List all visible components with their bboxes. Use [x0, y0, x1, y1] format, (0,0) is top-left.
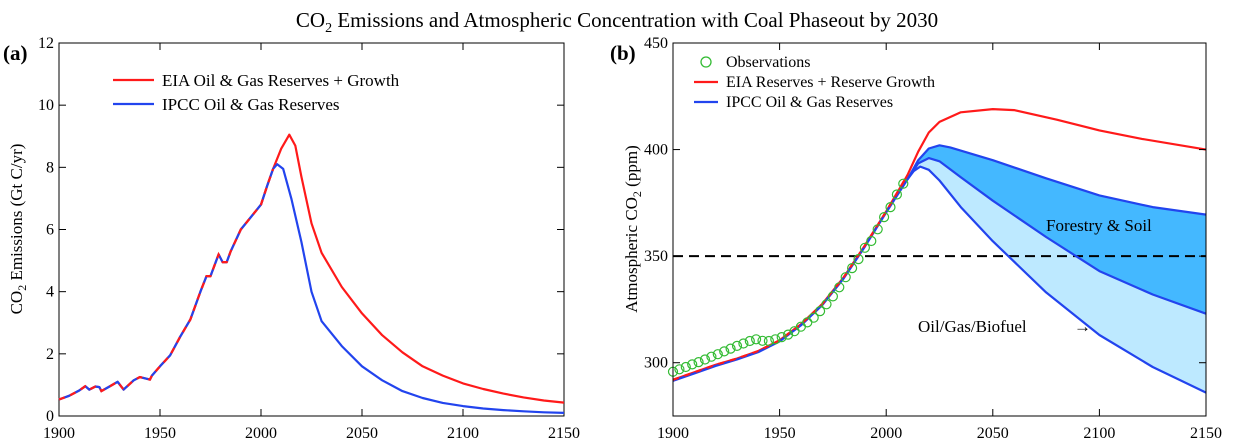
panel-a-y-axis-label: CO2 Emissions (Gt C/yr): [7, 144, 29, 315]
panel-b-observation-point: [757, 335, 768, 346]
panel-a-legend: EIA Oil & Gas Reserves + Growth IPCC Oil…: [113, 71, 400, 114]
panel-b-observation-point: [885, 202, 896, 213]
panel-b-observation-point: [891, 189, 903, 200]
panel-b: 1900 1950 2000 2050 2100 2150 300 350 400 450 (b)…: [610, 35, 1222, 442]
panel-b-observation-point: [750, 334, 762, 345]
panel-b-observation-point: [706, 351, 717, 362]
panel-a-x-tick-label: 2050: [346, 425, 378, 442]
panel-b-observation-point: [693, 357, 704, 368]
panel-b-legend-swatch-observations: [700, 56, 712, 68]
panel-b-observation-point: [814, 306, 826, 317]
title-subscript: 2: [325, 21, 332, 36]
panel-b-observation-point: [872, 224, 883, 235]
panel-b-x-tick-label: 2000: [870, 425, 902, 442]
panel-b-observation-point: [763, 335, 775, 347]
panel-b-y-tick-label: 400: [644, 142, 668, 159]
panel-b-series-forestry-bound: [906, 157, 1207, 315]
panel-b-ylabel-pre: Atmospheric CO: [622, 197, 641, 313]
panel-a-legend-label-eia: EIA Oil & Gas Reserves + Growth: [162, 71, 400, 90]
panel-b-series: [672, 108, 1207, 394]
panel-b-ylabel-post: (ppm): [622, 145, 641, 191]
panel-b-shaded-area-2: [907, 158, 1206, 393]
panel-b-observation-point: [840, 272, 851, 283]
panel-a-series-eia-history-dash: [58, 168, 275, 401]
panel-b-legend-label-observations: Observations: [726, 54, 810, 71]
panel-b-observation-point: [859, 242, 871, 253]
panel-b-observation-point: [878, 212, 890, 223]
panel-a-y-tick-label: 2: [46, 346, 54, 363]
panel-b-annotation-oil-gas-biofuel: Oil/Gas/Biofuel: [918, 317, 1027, 336]
panel-b-observation-point: [827, 291, 839, 302]
panel-b-shaded-areas: [907, 145, 1206, 393]
title-main: CO: [296, 8, 325, 32]
panel-a-y-tick-label: 12: [38, 35, 54, 52]
panel-a-y-tick-label: 8: [46, 159, 54, 176]
panel-a-x-tick-label: 2150: [548, 425, 580, 442]
panel-b-observation-point: [680, 361, 691, 373]
panel-b-shaded-area-1: [907, 145, 1206, 314]
panel-b-y-tick-label: 450: [644, 35, 668, 52]
panel-b-ylabel-sub: 2: [630, 191, 644, 197]
panel-a-y-tick-label: 4: [46, 284, 54, 301]
panel-b-x-tick-label: 2100: [1083, 425, 1115, 442]
panel-b-observations: [667, 178, 909, 377]
panel-a-y-tick-label: 10: [38, 97, 54, 114]
panel-b-annotation-forestry-soil: Forestry & Soil: [1046, 216, 1152, 235]
panel-b-observation-point: [808, 312, 819, 323]
panel-b-observation-point: [821, 299, 832, 310]
panel-a: 1900 1950 2000 2050 2100 2150 0 2 4 6 8 10 12 (a) CO…: [3, 35, 580, 442]
panel-b-observation-point: [687, 359, 698, 370]
panel-b-series-biofuel-bound: [906, 165, 1207, 394]
figure-title: CO2 Emissions and Atmospheric Concentrat…: [296, 8, 938, 36]
panel-b-observation-point: [846, 263, 858, 274]
panel-b-observation-point: [770, 334, 781, 345]
panel-b-x-tick-label: 2050: [977, 425, 1009, 442]
panel-a-ylabel-post: Emissions (Gt C/yr): [7, 144, 26, 285]
panel-a-ticks: 1900 1950 2000 2050 2100 2150 0 2 4 6 8 10 12: [38, 35, 580, 442]
panel-a-label: (a): [3, 41, 28, 65]
panel-b-y-axis-label: Atmospheric CO2 (ppm): [622, 145, 644, 312]
panel-a-legend-label-ipcc: IPCC Oil & Gas Reserves: [162, 95, 340, 114]
panel-a-x-tick-label: 1950: [144, 425, 176, 442]
panel-b-observation-point: [898, 178, 909, 189]
panel-a-y-tick-label: 0: [46, 408, 54, 425]
panel-a-ylabel-sub: 2: [15, 285, 29, 291]
panel-b-y-tick-label: 350: [644, 248, 668, 265]
panel-b-x-tick-label: 1950: [764, 425, 796, 442]
panel-a-series-eia-line: [58, 133, 565, 404]
panel-b-observation-point: [731, 340, 743, 351]
panel-b-legend-label-eia: EIA Reserves + Reserve Growth: [726, 74, 935, 91]
panel-a-x-tick-label: 2000: [245, 425, 277, 442]
panel-b-observation-point: [866, 235, 877, 247]
panel-a-series: [58, 133, 565, 414]
panel-a-x-tick-label: 2100: [447, 425, 479, 442]
panel-a-ylabel-pre: CO: [7, 291, 26, 315]
panel-b-x-tick-label: 2150: [1190, 425, 1222, 442]
panel-b-observation-point: [712, 349, 723, 360]
panel-b-observation-point: [738, 338, 749, 349]
panel-b-observation-point: [674, 364, 685, 375]
panel-b-annotation-arrow: →: [1074, 317, 1091, 336]
panel-b-x-tick-label: 1900: [657, 425, 689, 442]
panel-b-plot-frame: [672, 42, 1207, 417]
panel-a-y-tick-label: 6: [46, 222, 54, 239]
panel-b-legend-label-ipcc: IPCC Oil & Gas Reserves: [726, 94, 893, 111]
panel-b-observation-point: [744, 335, 755, 347]
panel-b-observation-point: [719, 346, 730, 357]
panel-a-series-ipcc-line: [58, 163, 565, 414]
panel-b-observation-point: [725, 343, 736, 354]
panel-b-y-tick-label: 300: [644, 355, 668, 372]
panel-b-observation-point: [834, 282, 845, 293]
panel-b-series-eia-history-dash: [672, 174, 909, 381]
title-rest: Emissions and Atmospheric Concentration …: [332, 8, 938, 32]
panel-b-label: (b): [610, 41, 636, 65]
panel-b-observation-point: [782, 329, 794, 340]
panel-b-observation-point: [853, 254, 864, 265]
panel-b-ticks: 1900 1950 2000 2050 2100 2150 300 350 400 450: [644, 35, 1222, 442]
panel-a-x-tick-label: 1900: [43, 425, 75, 442]
panel-b-legend: Observations EIA Reserves + Reserve Grow…: [694, 54, 935, 111]
panel-b-observation-point: [776, 332, 787, 343]
panel-b-observation-point: [699, 354, 711, 365]
